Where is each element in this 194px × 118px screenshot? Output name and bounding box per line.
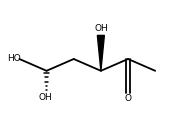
Polygon shape bbox=[97, 35, 104, 71]
Text: OH: OH bbox=[94, 24, 108, 33]
Text: O: O bbox=[125, 94, 132, 103]
Text: OH: OH bbox=[39, 93, 52, 102]
Text: HO: HO bbox=[7, 54, 21, 63]
